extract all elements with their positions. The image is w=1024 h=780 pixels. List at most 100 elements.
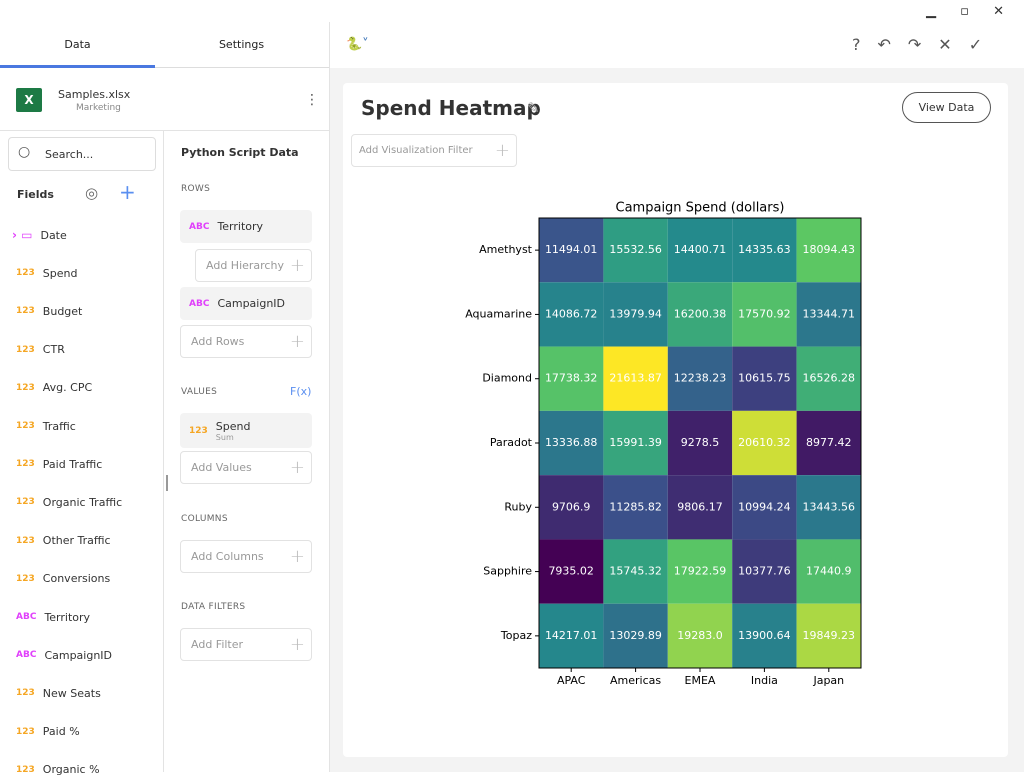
add-columns[interactable]: Add Columns	[180, 540, 312, 573]
more-menu[interactable]: ⋮	[305, 92, 319, 108]
heatmap-cell	[603, 475, 668, 540]
cell-label: 20610.32	[738, 436, 791, 449]
field-item[interactable]: 123 Traffic	[16, 416, 76, 436]
section-label: COLUMNS	[181, 514, 228, 524]
heatmap-cell	[603, 346, 668, 411]
config-title: Python Script Data	[181, 146, 299, 159]
add-label: Add Rows	[191, 335, 245, 348]
field-name: Date	[40, 228, 67, 242]
heatmap-cell	[539, 218, 604, 283]
window-controls[interactable]: ▁ ▫ ✕	[926, 4, 1014, 19]
fx-button[interactable]: F(x)	[290, 385, 312, 398]
cell-label: 16200.38	[674, 307, 727, 320]
heatmap-cell	[667, 475, 733, 540]
field-type: 123	[16, 421, 35, 431]
field-type: ABC	[189, 298, 210, 309]
x-tick-label: Americas	[610, 674, 661, 687]
tab-settings[interactable]: Settings	[218, 38, 265, 51]
heatmap-cell	[539, 539, 604, 604]
tab-underline	[0, 65, 155, 68]
row-pill[interactable]: ABC CampaignID	[180, 287, 312, 320]
add-values[interactable]: Add Values	[180, 451, 312, 484]
ai-icon[interactable]: ◎	[85, 184, 99, 202]
field-item[interactable]: › ▭ Date	[12, 225, 67, 245]
cell-label: 15532.56	[609, 243, 662, 256]
section-label: DATA FILTERS	[181, 602, 246, 612]
resize-handle[interactable]	[166, 475, 168, 491]
heatmap-cell	[539, 346, 604, 411]
cell-label: 13336.88	[545, 436, 598, 449]
field-name: Avg. CPC	[42, 381, 93, 395]
field-item[interactable]: 123 CTR	[16, 340, 65, 360]
field-item[interactable]: 123 Conversions	[16, 569, 110, 589]
cell-label: 9706.9	[552, 500, 591, 513]
search-icon: ○	[18, 144, 31, 160]
field-type: ABC	[189, 221, 210, 232]
cell-label: 19849.23	[803, 629, 856, 642]
fields-label: Fields	[17, 188, 54, 201]
search-box[interactable]: Search...	[8, 137, 156, 171]
row-pill[interactable]: ABC Territory	[180, 210, 312, 243]
field-name: CampaignID	[217, 297, 286, 310]
field-name: Traffic	[42, 419, 76, 433]
field-item[interactable]: 123 Paid %	[16, 722, 80, 742]
field-item[interactable]: 123 Organic Traffic	[16, 492, 122, 512]
cell-label: 11285.82	[609, 500, 662, 513]
field-item[interactable]: 123 Other Traffic	[16, 531, 111, 551]
add-label: Add Visualization Filter	[359, 145, 473, 156]
cell-label: 15745.32	[609, 565, 662, 578]
add-visualization-filter[interactable]: Add Visualization Filter	[351, 134, 517, 167]
heatmap-cell	[603, 539, 668, 604]
cell-label: 12238.23	[674, 372, 727, 385]
tab-data[interactable]: Data	[64, 38, 91, 51]
add-label: Add Filter	[191, 638, 244, 651]
value-pill[interactable]: 123 Spend Sum	[180, 413, 312, 448]
field-type: ABC	[16, 612, 37, 622]
edit-title[interactable]: ✎	[527, 99, 540, 117]
y-tick-label: Sapphire	[483, 565, 532, 578]
toolbar-actions[interactable]: ?↶↷✕✓	[852, 35, 1000, 54]
y-tick-label: Amethyst	[479, 243, 533, 256]
divider	[0, 130, 329, 131]
field-item[interactable]: 123 New Seats	[16, 683, 101, 703]
visualization-title: Spend Heatmap	[361, 96, 541, 120]
add-label: Add Values	[191, 461, 252, 474]
cell-label: 16526.28	[803, 372, 856, 385]
field-type: 123	[16, 268, 35, 279]
view-data-button[interactable]: View Data	[902, 92, 991, 123]
cell-label: 9278.5	[681, 436, 720, 449]
cell-label: 9806.17	[677, 500, 723, 513]
field-name: CampaignID	[44, 648, 113, 662]
field-name: Paid Traffic	[42, 457, 103, 471]
field-item[interactable]: ABC Territory	[16, 607, 90, 627]
cell-label: 13979.94	[609, 307, 662, 320]
cell-label: 14400.71	[674, 243, 727, 256]
heatmap-cell	[603, 218, 668, 283]
field-item[interactable]: ABC CampaignID	[16, 645, 112, 665]
heatmap-cell	[796, 282, 861, 347]
field-item[interactable]: 123 Budget	[16, 301, 82, 321]
field-name: Paid %	[42, 725, 80, 739]
add-label: Add Hierarchy	[206, 259, 284, 272]
field-type: 123	[189, 425, 208, 436]
heatmap-cell	[667, 346, 733, 411]
value-text: Spend Sum	[216, 420, 251, 442]
field-item[interactable]: 123 Paid Traffic	[16, 454, 102, 474]
cell-label: 17570.92	[738, 307, 791, 320]
file-name: Samples.xlsx	[58, 88, 131, 101]
field-type: 123	[16, 306, 35, 317]
add-field[interactable]: +	[119, 180, 136, 204]
field-name: Conversions	[42, 572, 111, 586]
add-filter[interactable]: Add Filter	[180, 628, 312, 661]
field-item[interactable]: 123 Spend	[16, 263, 77, 283]
field-name: Territory	[217, 220, 264, 233]
cell-label: 21613.87	[609, 372, 662, 385]
python-icon[interactable]: 🐍˅	[346, 37, 369, 52]
add-rows[interactable]: Add Rows	[180, 325, 312, 358]
field-item[interactable]: 123 Avg. CPC	[16, 378, 92, 398]
cell-label: 17922.59	[674, 565, 727, 578]
add-hierarchy[interactable]: Add Hierarchy	[195, 249, 312, 282]
cell-label: 17440.9	[806, 565, 852, 578]
